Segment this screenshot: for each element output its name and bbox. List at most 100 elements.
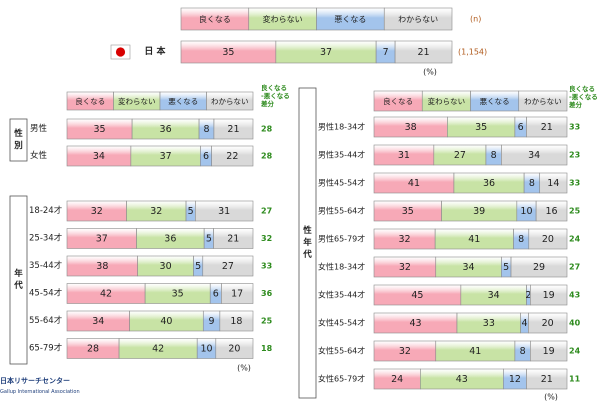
sexage-bar-value-same: 43 (456, 374, 468, 385)
sexage-bar-value-worse: 5 (503, 262, 509, 273)
age-row: 55-64才 34 40 9 18 25 (29, 310, 273, 332)
sexage-bar-value-unknown: 21 (541, 122, 553, 133)
age-row: 25-34才 37 36 5 21 32 (29, 228, 272, 249)
age-row-label: 55-64才 (29, 315, 62, 326)
age-bar-value-unknown: 18 (230, 316, 242, 327)
sexage-row: 女性18-34才 32 34 5 29 27 (318, 256, 580, 278)
sexage-bar-value-better: 35 (402, 206, 414, 217)
age-row-label: 45-54才 (29, 288, 62, 299)
age-bar-value-better: 42 (100, 289, 112, 300)
sexage-bar-segment-unknown (510, 256, 568, 278)
age-row-label: 65-79才 (29, 343, 62, 354)
sexage-row: 女性65-79才 24 43 12 21 11 (318, 368, 581, 390)
group-age-label-char: 代 (13, 280, 23, 291)
sexage-bar-value-worse: 12 (509, 374, 521, 385)
age-bar-value-same: 35 (172, 289, 184, 300)
age-bar-value-worse: 9 (209, 316, 215, 327)
sexage-row-label: 男性45-54才 (318, 178, 365, 188)
sexage-row-label: 女性55-64才 (318, 346, 365, 356)
age-row-diff: 27 (261, 207, 272, 216)
legend-top-label-same: 変わらない (263, 14, 303, 24)
age-row-diff: 33 (261, 262, 272, 271)
sexage-bar-value-unknown: 20 (542, 318, 554, 329)
legend-left-diff-label: -悪くなる (261, 91, 290, 100)
age-bar-value-same: 36 (164, 234, 176, 245)
group-sex-label-char: 性 (14, 128, 23, 139)
age-bar-value-unknown: 31 (218, 206, 230, 217)
sex-bar-value-better: 35 (94, 124, 106, 135)
age-bar-value-worse: 5 (188, 206, 194, 217)
legend-right-label-better: 良くなる (383, 96, 413, 106)
legend-left-swatch-unknown (206, 91, 254, 111)
sexage-bar-value-same: 35 (475, 122, 487, 133)
sexage-bar-segment-unknown (526, 368, 568, 390)
age-bar-segment-unknown (202, 255, 254, 277)
sexage-row: 男性65-79才 32 41 8 20 24 (318, 228, 581, 250)
group-age-box (9, 195, 28, 365)
overall-pct-label: (%) (423, 68, 437, 77)
sexage-bar-segment-unknown (501, 144, 568, 166)
sexage-bar-value-worse: 8 (520, 346, 526, 357)
legend-right-swatch-unknown (518, 90, 568, 112)
sexage-bar-value-same: 41 (469, 346, 481, 357)
sexage-row-label: 男性18-34才 (318, 122, 365, 132)
sexage-bar-segment-unknown (528, 312, 568, 334)
legend-left-diff-label: 差分 (261, 99, 275, 108)
overall-bar-value-unknown: 21 (417, 47, 429, 58)
overall-bar-value-better: 35 (222, 47, 234, 58)
sexage-row: 男性55-64才 35 39 10 16 25 (318, 200, 581, 222)
sexage-bar-value-better: 32 (399, 234, 411, 245)
sexage-bar-value-worse: 2 (525, 290, 531, 301)
age-row: 65-79才 28 42 10 20 18 (29, 338, 273, 359)
sexage-row-diff: 23 (569, 151, 580, 160)
legend-left-diff-label: 良くなる (261, 83, 287, 92)
logo-name-en: Gallup International Association (0, 389, 80, 395)
sexage-row-diff: 33 (569, 179, 580, 188)
age-bar-value-worse: 10 (200, 344, 212, 355)
overall-bar-value-same: 37 (320, 47, 332, 58)
age-bar-value-same: 32 (150, 206, 162, 217)
legend-top-label-better: 良くなる (199, 14, 231, 24)
sexage-bar-value-worse: 8 (529, 178, 535, 189)
sexage-bar-value-same: 34 (463, 262, 475, 273)
age-bar-value-better: 34 (92, 316, 104, 327)
sexage-row-diff: 43 (569, 291, 580, 300)
sex-bar-value-same: 37 (160, 151, 172, 162)
sexage-bar-value-unknown: 19 (543, 346, 555, 357)
age-row-diff: 18 (261, 344, 273, 353)
group-sex-age: 性年代 (298, 87, 317, 399)
sexage-bar-value-unknown: 21 (541, 374, 553, 385)
sexage-bar-value-worse: 10 (520, 206, 532, 217)
legend-right-diff-label: 差分 (569, 100, 583, 109)
age-bar-value-worse: 6 (213, 289, 219, 300)
sex-bar-value-unknown: 22 (226, 151, 238, 162)
sexage-bar-value-worse: 4 (522, 318, 528, 329)
sexage-row: 男性18-34才 38 35 6 21 33 (318, 116, 580, 138)
legend-top-label-unknown: わからない (398, 15, 438, 24)
legend-n-label: (n) (470, 15, 481, 24)
legend-left: 良くなる 変わらない 悪くなる わからない (66, 91, 254, 111)
flag-disc (115, 47, 126, 57)
sexage-row: 女性35-44才 45 34 2 19 43 (318, 284, 580, 306)
sexage-bar-segment-unknown (526, 116, 568, 138)
sexage-bar-value-better: 31 (398, 150, 410, 161)
sexage-row-diff: 24 (569, 347, 581, 356)
sexage-bar-value-unknown: 20 (542, 234, 554, 245)
legend-right-diff-label: -悪くなる (569, 92, 598, 101)
sexage-row-diff: 27 (569, 263, 580, 272)
overall-row-label: 日 本 (144, 45, 166, 57)
sexage-row-diff: 33 (569, 123, 580, 132)
sexage-bar-value-same: 27 (454, 150, 466, 161)
sexage-bar-value-better: 24 (391, 374, 403, 385)
sex-bar-value-worse: 6 (203, 151, 209, 162)
sexage-row-label: 女性18-34才 (318, 262, 365, 272)
sexage-row: 男性45-54才 41 36 8 14 33 (318, 172, 580, 194)
sex-bar-value-same: 36 (160, 124, 172, 135)
right-pct-label: (%) (544, 393, 558, 402)
age-bar-value-better: 37 (96, 234, 108, 245)
overall-n-value: (1,154) (458, 48, 487, 57)
age-row-label: 18-24才 (29, 205, 62, 216)
age-bar-value-worse: 5 (206, 234, 212, 245)
sexage-bar-value-unknown: 19 (543, 290, 555, 301)
sexage-row: 男性35-44才 31 27 8 34 23 (318, 144, 580, 166)
